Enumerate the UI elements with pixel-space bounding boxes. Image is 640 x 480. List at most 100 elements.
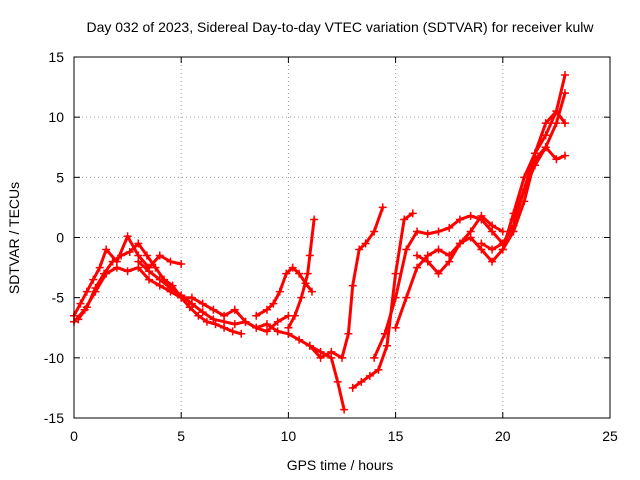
data-point [275, 287, 284, 296]
data-point [211, 320, 220, 329]
data-point [230, 320, 239, 329]
data-point [348, 383, 357, 392]
data-point [112, 263, 121, 272]
series-track-12 [413, 71, 569, 278]
data-point [91, 284, 100, 293]
data-point [155, 275, 164, 284]
series-track-15 [509, 107, 569, 224]
data-point [333, 377, 342, 386]
data-point [241, 317, 250, 326]
data-point [365, 371, 374, 380]
data-point [402, 245, 411, 254]
data-point [434, 245, 443, 254]
y-tick-label: 5 [56, 169, 64, 185]
x-tick-label: 25 [602, 428, 618, 444]
series-track-6 [284, 215, 319, 332]
data-point [380, 329, 389, 338]
data-point [413, 263, 422, 272]
data-point [477, 239, 486, 248]
data-point [166, 257, 175, 266]
x-tick-label: 15 [388, 428, 404, 444]
data-point [198, 308, 207, 317]
data-point [209, 305, 218, 314]
data-point [108, 257, 117, 266]
data-point [445, 223, 454, 232]
data-point [194, 311, 203, 320]
data-point [340, 405, 349, 414]
data-point [541, 119, 550, 128]
data-point [252, 323, 261, 332]
data-point [509, 215, 518, 224]
data-point [520, 197, 529, 206]
data-point [344, 329, 353, 338]
data-point [498, 245, 507, 254]
data-point [95, 263, 104, 272]
data-point [477, 211, 486, 220]
y-ticks: -15 -10 -5 0 5 10 15 [44, 49, 610, 426]
data-point [357, 377, 366, 386]
data-point [530, 149, 539, 158]
data-point [305, 251, 314, 260]
series-line [286, 217, 316, 330]
series-layer [70, 71, 569, 414]
data-point [237, 329, 246, 338]
data-point [552, 155, 561, 164]
data-point [552, 107, 561, 116]
data-point [391, 269, 400, 278]
data-point [82, 303, 91, 312]
series-line [394, 214, 505, 330]
series-line [308, 205, 385, 360]
data-point [134, 257, 143, 266]
series-track-11 [391, 211, 507, 332]
y-tick-label: 0 [56, 230, 64, 246]
data-point [316, 353, 325, 362]
data-point [134, 239, 143, 248]
data-point [273, 317, 282, 326]
x-tick-label: 0 [70, 428, 78, 444]
data-point [423, 229, 432, 238]
y-tick-label: -15 [44, 410, 64, 426]
series-line [351, 211, 415, 390]
data-point [177, 259, 186, 268]
data-point [187, 299, 196, 308]
data-point [297, 293, 306, 302]
data-point [552, 119, 561, 128]
data-point [560, 71, 569, 80]
data-point [423, 257, 432, 266]
data-point [466, 211, 475, 220]
data-point [400, 215, 409, 224]
data-point [220, 317, 229, 326]
data-point [282, 269, 291, 278]
data-point [310, 215, 319, 224]
data-point [391, 323, 400, 332]
data-point [303, 269, 312, 278]
data-point [509, 227, 518, 236]
data-point [76, 299, 85, 308]
data-point [102, 245, 111, 254]
x-tick-label: 5 [177, 428, 185, 444]
data-point [252, 311, 261, 320]
data-point [284, 329, 293, 338]
series-line [512, 109, 567, 221]
data-point [455, 215, 464, 224]
series-track-4 [134, 257, 293, 338]
data-point [82, 287, 91, 296]
data-point [413, 227, 422, 236]
data-point [89, 275, 98, 284]
data-point [123, 232, 132, 241]
data-point [262, 305, 271, 314]
data-point [262, 320, 271, 329]
data-point [348, 281, 357, 290]
data-point [402, 293, 411, 302]
y-tick-label: -10 [44, 350, 64, 366]
data-point [295, 335, 304, 344]
data-point [202, 317, 211, 326]
data-point [230, 305, 239, 314]
data-point [209, 315, 218, 324]
data-point [498, 227, 507, 236]
data-point [466, 233, 475, 242]
data-point [338, 353, 346, 362]
data-point [488, 257, 497, 266]
series-track-9 [348, 209, 417, 392]
data-point [560, 151, 569, 160]
